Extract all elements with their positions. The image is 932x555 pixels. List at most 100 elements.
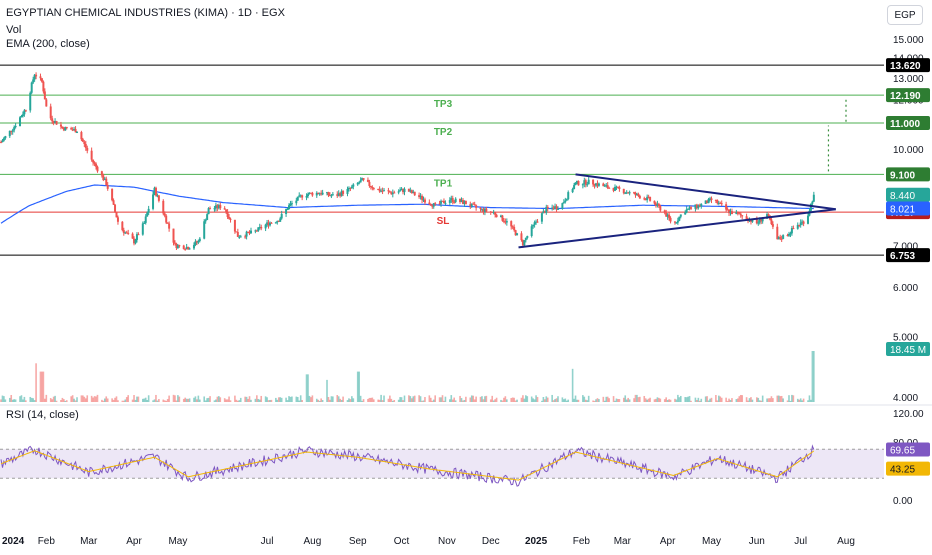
candle-body	[64, 127, 67, 131]
candle-body	[459, 198, 462, 202]
candle-body	[678, 216, 681, 221]
candle-body	[448, 200, 451, 203]
volume-bar	[1, 395, 4, 402]
candle-body	[95, 163, 98, 167]
candle-body	[675, 222, 678, 224]
candle-body	[421, 195, 424, 200]
volume-bar	[690, 400, 692, 402]
candle-body	[770, 219, 773, 225]
volume-bar	[475, 396, 477, 402]
price-tick-label: 5.000	[893, 333, 918, 344]
volume-bar	[402, 400, 404, 402]
volume-bar	[70, 396, 72, 402]
volume-bar	[279, 397, 282, 402]
candle-body	[330, 195, 333, 197]
candle-body	[720, 203, 723, 205]
candle-body	[402, 189, 405, 193]
volume-bar	[258, 399, 261, 402]
candle-body	[350, 186, 353, 189]
candle-body	[710, 198, 713, 200]
volume-bar	[247, 398, 249, 402]
volume-bar	[73, 398, 75, 402]
volume-bar	[644, 398, 647, 402]
volume-bar	[573, 398, 575, 402]
candle-body	[625, 192, 628, 194]
volume-bar	[308, 395, 311, 402]
volume-bar	[114, 397, 116, 402]
volume-bar	[563, 399, 565, 402]
volume-bar	[158, 399, 160, 402]
volume-bar	[403, 395, 406, 402]
time-tick-label: 2025	[525, 536, 548, 547]
rsi-badge	[886, 442, 930, 457]
time-tick-label: May	[168, 536, 187, 547]
volume-bar	[86, 395, 89, 402]
candle-body	[419, 195, 422, 197]
candle-body	[635, 193, 638, 196]
level-badge	[886, 88, 930, 103]
volume-bar	[19, 396, 21, 402]
candle-body	[485, 208, 488, 212]
candle-body	[73, 128, 76, 130]
candle-body	[383, 190, 386, 192]
candle-body	[10, 130, 13, 132]
volume-bar	[25, 400, 27, 402]
volume-bar	[441, 395, 444, 402]
volume-bar	[367, 398, 369, 402]
volume-bar	[193, 397, 195, 402]
candle-body	[163, 213, 166, 216]
candle-body	[296, 196, 299, 201]
volume-bar	[432, 399, 435, 402]
candle-body	[511, 226, 514, 228]
candle-body	[207, 208, 210, 215]
volume-bar	[808, 395, 811, 402]
candle-body	[286, 209, 289, 211]
candle-body	[114, 204, 117, 212]
candle-body	[387, 190, 390, 192]
volume-bar	[501, 400, 504, 402]
candle-body	[422, 199, 425, 201]
level-badge-text: 9.100	[890, 170, 915, 181]
candle-body	[505, 221, 508, 223]
time-tick-label: Apr	[660, 536, 676, 547]
volume-bar	[772, 398, 774, 402]
volume-bar	[561, 397, 564, 402]
candle-body	[76, 132, 79, 134]
volume-bar	[299, 395, 302, 402]
volume-bar	[358, 371, 360, 402]
candle-body	[673, 221, 676, 223]
volume-bar	[741, 395, 744, 402]
volume-bar	[786, 400, 789, 402]
candle-body	[697, 205, 700, 209]
price-badge-text: 8.021	[890, 205, 915, 216]
candle-body	[83, 141, 86, 144]
volume-bar	[485, 395, 488, 402]
level-label: TP2	[434, 127, 453, 138]
candle-body	[441, 200, 444, 202]
level-badge-text: 13.620	[890, 61, 921, 72]
currency-selector[interactable]: EGP	[887, 5, 923, 25]
volume-bar	[760, 400, 763, 402]
volume-bar	[372, 399, 375, 402]
candle-body	[790, 228, 793, 234]
volume-bar	[121, 400, 124, 402]
volume-bar	[459, 395, 461, 402]
volume-bar	[738, 396, 741, 402]
candle-body	[301, 195, 304, 198]
volume-bar	[617, 399, 619, 402]
volume-bar	[321, 400, 324, 402]
volume-bar	[777, 395, 780, 402]
candle-body	[403, 188, 406, 193]
volume-bar	[510, 398, 513, 402]
volume-bar	[245, 396, 248, 402]
candle-body	[112, 200, 115, 205]
volume-bar	[470, 395, 473, 402]
candle-body	[776, 226, 779, 240]
candle-body	[122, 230, 125, 233]
volume-bar	[720, 397, 723, 402]
volume-bar	[44, 398, 46, 402]
candle-body	[741, 215, 744, 217]
volume-bar	[276, 399, 279, 402]
